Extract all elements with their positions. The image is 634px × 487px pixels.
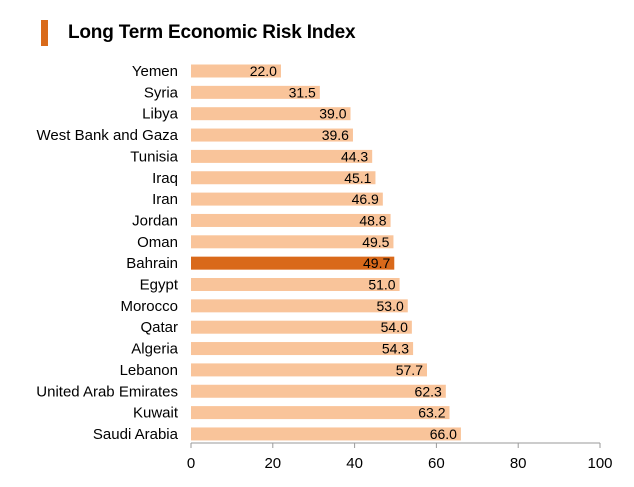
value-label-syria: 31.5 bbox=[289, 84, 316, 100]
bar-algeria bbox=[191, 342, 414, 356]
category-label-kuwait: Kuwait bbox=[133, 405, 179, 422]
category-label-egypt: Egypt bbox=[140, 277, 179, 294]
value-label-kuwait: 63.2 bbox=[418, 405, 445, 421]
value-label-qatar: 54.0 bbox=[381, 319, 408, 335]
bar-bahrain bbox=[191, 256, 395, 270]
category-label-qatar: Qatar bbox=[140, 319, 178, 336]
category-label-west-bank-and-gaza: West Bank and Gaza bbox=[37, 127, 179, 144]
category-label-morocco: Morocco bbox=[120, 298, 178, 315]
bar-oman bbox=[191, 235, 394, 249]
category-label-syria: Syria bbox=[144, 84, 179, 101]
value-label-yemen: 22.0 bbox=[250, 63, 277, 79]
bar-saudi-arabia bbox=[191, 427, 461, 441]
x-tick-label-60: 60 bbox=[428, 455, 445, 472]
bar-yemen bbox=[191, 64, 281, 78]
value-label-west-bank-and-gaza: 39.6 bbox=[322, 127, 349, 143]
category-label-tunisia: Tunisia bbox=[130, 148, 178, 165]
bar-qatar bbox=[191, 320, 412, 334]
bar-iraq bbox=[191, 171, 376, 185]
category-label-united-arab-emirates: United Arab Emirates bbox=[36, 383, 178, 400]
value-label-oman: 49.5 bbox=[362, 234, 389, 250]
bar-lebanon bbox=[191, 363, 427, 377]
x-tick-label-20: 20 bbox=[264, 455, 281, 472]
x-tick-label-80: 80 bbox=[510, 455, 527, 472]
category-label-saudi-arabia: Saudi Arabia bbox=[93, 426, 179, 443]
bar-west-bank-and-gaza bbox=[191, 128, 353, 142]
value-label-iraq: 45.1 bbox=[344, 170, 371, 186]
bar-syria bbox=[191, 85, 320, 99]
x-tick-label-40: 40 bbox=[346, 455, 363, 472]
x-tick-label-0: 0 bbox=[187, 455, 195, 472]
value-label-libya: 39.0 bbox=[319, 106, 346, 122]
value-label-algeria: 54.3 bbox=[382, 341, 409, 357]
category-label-iraq: Iraq bbox=[152, 170, 178, 187]
value-label-jordan: 48.8 bbox=[359, 212, 386, 228]
value-label-bahrain: 49.7 bbox=[363, 255, 390, 271]
bar-iran bbox=[191, 192, 383, 206]
bar-jordan bbox=[191, 213, 391, 227]
value-label-saudi-arabia: 66.0 bbox=[430, 426, 457, 442]
value-label-morocco: 53.0 bbox=[377, 298, 404, 314]
bar-libya bbox=[191, 107, 351, 121]
chart-title: Long Term Economic Risk Index bbox=[68, 22, 356, 43]
bar-kuwait bbox=[191, 406, 450, 420]
value-label-lebanon: 57.7 bbox=[396, 362, 423, 378]
bar-tunisia bbox=[191, 149, 373, 163]
category-label-jordan: Jordan bbox=[132, 212, 178, 229]
category-label-oman: Oman bbox=[137, 234, 178, 251]
value-label-egypt: 51.0 bbox=[368, 277, 395, 293]
category-label-bahrain: Bahrain bbox=[126, 255, 178, 272]
category-label-lebanon: Lebanon bbox=[120, 362, 178, 379]
value-label-tunisia: 44.3 bbox=[341, 148, 368, 164]
chart-title-block: Long Term Economic Risk Index bbox=[41, 20, 356, 46]
bar-united-arab-emirates bbox=[191, 384, 446, 398]
bar-egypt bbox=[191, 278, 400, 291]
value-label-united-arab-emirates: 62.3 bbox=[415, 383, 442, 399]
value-label-iran: 46.9 bbox=[352, 191, 379, 207]
x-tick-label-100: 100 bbox=[587, 455, 612, 472]
title-accent-bar bbox=[41, 20, 48, 46]
category-label-iran: Iran bbox=[152, 191, 178, 208]
category-label-yemen: Yemen bbox=[132, 63, 178, 80]
bar-morocco bbox=[191, 299, 408, 313]
category-label-algeria: Algeria bbox=[131, 341, 178, 358]
category-label-libya: Libya bbox=[142, 106, 179, 123]
